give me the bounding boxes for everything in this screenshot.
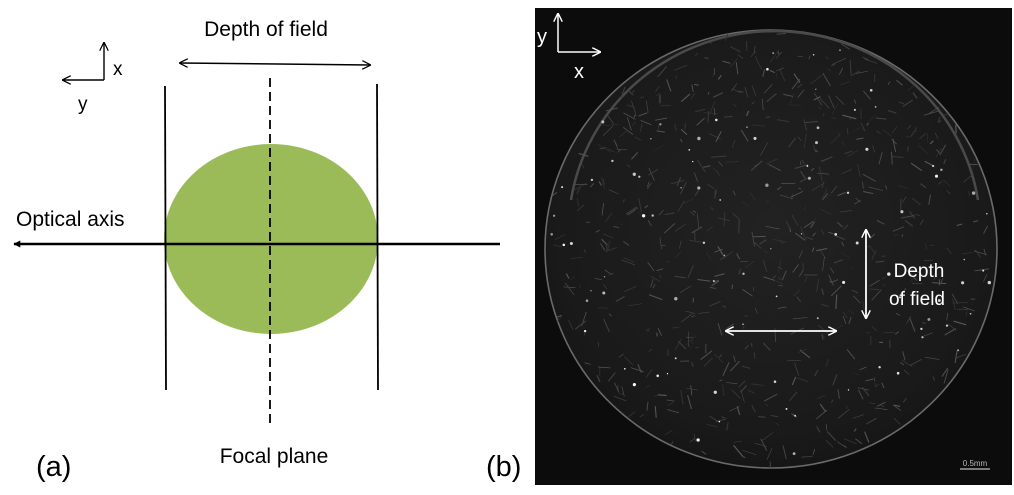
focal-plane-label: Focal plane (220, 445, 329, 468)
dof-boundary-right (376, 83, 379, 391)
axis-y-label-b: y (537, 26, 547, 48)
optical-axis-label: Optical axis (16, 208, 125, 231)
axis-x-label-b: x (574, 61, 584, 83)
axes-icon-a (63, 43, 104, 80)
dof-label-line1: Depth (894, 261, 945, 282)
panel-a: x y Depth of field Optical axis Focal pl… (13, 18, 500, 483)
axis-y-label-a: y (78, 94, 88, 115)
depth-of-field-label: Depth of field (204, 18, 328, 41)
dof-label-line2: of field (889, 289, 945, 310)
ct-disc-inner-rim (569, 29, 980, 201)
scale-bar-label: 0.5mm (963, 459, 988, 468)
axes-icon-b (558, 14, 600, 52)
sample-ellipse (164, 144, 378, 334)
panel-b: (b) y x Depth of field 0.5mm (486, 8, 1012, 485)
dof-boundary-left (164, 85, 167, 391)
ct-fiber-texture (546, 30, 991, 468)
axis-x-label-a: x (113, 59, 123, 80)
panel-a-label: (a) (36, 451, 71, 483)
dof-double-arrow (180, 63, 370, 65)
panel-b-label: (b) (486, 451, 521, 483)
